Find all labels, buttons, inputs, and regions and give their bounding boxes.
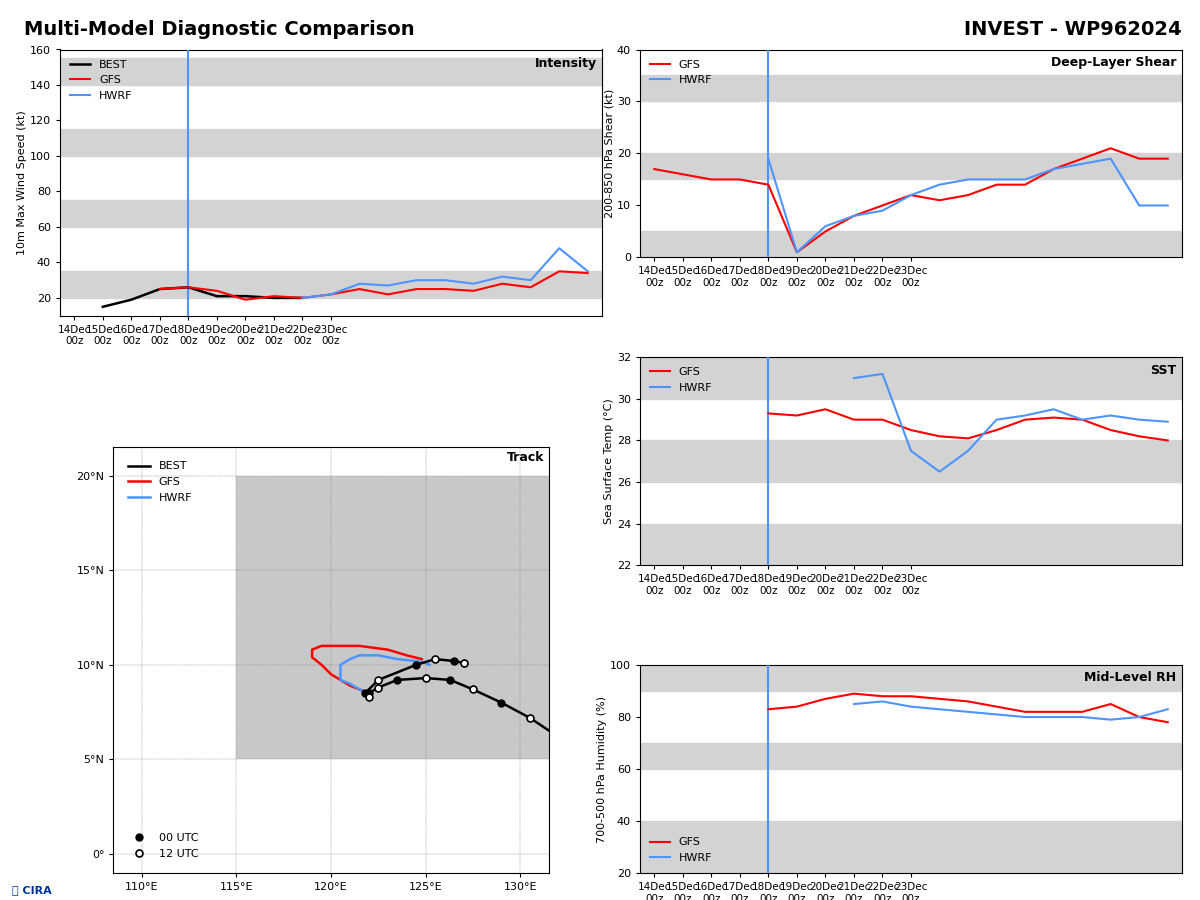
Text: Deep-Layer Shear: Deep-Layer Shear <box>1051 56 1176 68</box>
Y-axis label: 200-850 hPa Shear (kt): 200-850 hPa Shear (kt) <box>604 89 614 218</box>
Bar <box>640 524 1182 565</box>
Text: SST: SST <box>1151 364 1176 376</box>
Legend: GFS, HWRF: GFS, HWRF <box>646 363 716 397</box>
Bar <box>640 743 1182 769</box>
Y-axis label: Sea Surface Temp (°C): Sea Surface Temp (°C) <box>604 399 614 524</box>
Text: Track: Track <box>506 452 545 464</box>
Legend: BEST, GFS, HWRF: BEST, GFS, HWRF <box>66 55 137 105</box>
Legend: 00 UTC, 12 UTC: 00 UTC, 12 UTC <box>124 829 203 863</box>
Bar <box>640 821 1182 873</box>
Bar <box>640 357 1182 399</box>
Bar <box>640 154 1182 179</box>
Bar <box>60 201 602 227</box>
Bar <box>60 130 602 156</box>
Text: Multi-Model Diagnostic Comparison: Multi-Model Diagnostic Comparison <box>24 20 415 39</box>
Y-axis label: 10m Max Wind Speed (kt): 10m Max Wind Speed (kt) <box>17 110 28 255</box>
Y-axis label: 700-500 hPa Humidity (%): 700-500 hPa Humidity (%) <box>598 696 607 842</box>
Bar <box>640 76 1182 102</box>
Bar <box>60 271 602 298</box>
Bar <box>640 440 1182 482</box>
Bar <box>640 665 1182 691</box>
Bar <box>640 231 1182 257</box>
Bar <box>60 58 602 85</box>
Text: Mid-Level RH: Mid-Level RH <box>1085 671 1176 684</box>
Legend: GFS, HWRF: GFS, HWRF <box>646 833 716 868</box>
Text: Intensity: Intensity <box>534 58 596 70</box>
Bar <box>236 475 709 760</box>
Text: 🌀 CIRA: 🌀 CIRA <box>12 886 52 896</box>
Legend: GFS, HWRF: GFS, HWRF <box>646 55 716 89</box>
Text: INVEST - WP962024: INVEST - WP962024 <box>965 20 1182 39</box>
